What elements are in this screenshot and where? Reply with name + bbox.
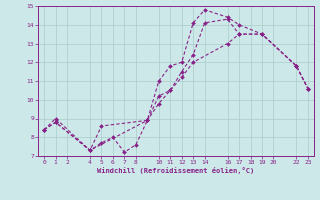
- X-axis label: Windchill (Refroidissement éolien,°C): Windchill (Refroidissement éolien,°C): [97, 167, 255, 174]
